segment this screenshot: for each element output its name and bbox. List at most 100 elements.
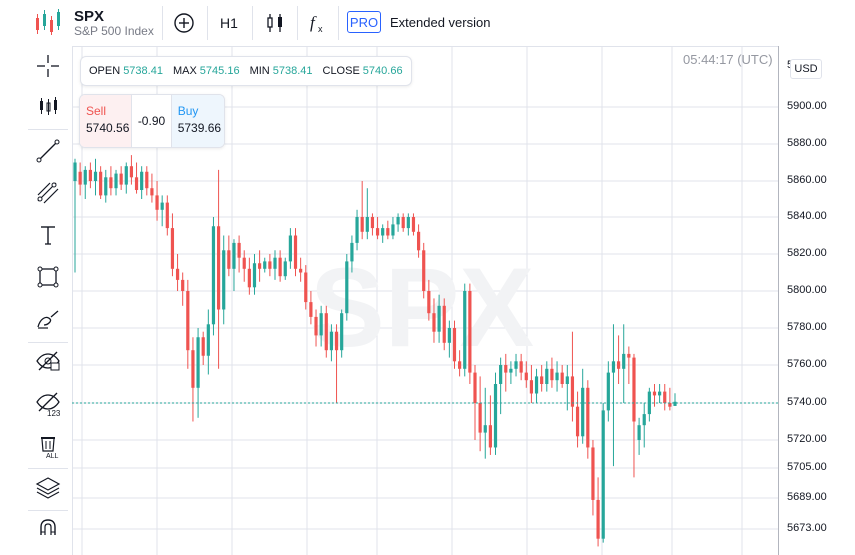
text-tool[interactable] <box>31 218 65 252</box>
candle-body <box>170 228 175 269</box>
candle-body <box>165 202 169 229</box>
currency-button[interactable]: USD <box>790 59 822 79</box>
toolbar-divider <box>338 6 339 40</box>
price-tick: 5820.00 <box>787 247 827 259</box>
candle <box>258 250 262 282</box>
toolbar-divider <box>252 6 253 40</box>
candle <box>345 254 349 321</box>
candle-body <box>452 328 457 362</box>
fib-tool[interactable] <box>31 176 65 210</box>
candle-body <box>555 372 559 381</box>
price-tick: 5673.00 <box>787 522 827 534</box>
candle <box>99 166 103 199</box>
add-symbol-button[interactable] <box>168 6 200 40</box>
candle <box>586 380 590 459</box>
chart-type-button[interactable] <box>259 6 291 40</box>
magnet-tool[interactable] <box>31 512 65 546</box>
candle-body <box>355 217 359 243</box>
chart-area[interactable]: SPX <box>72 46 780 555</box>
candle-body <box>350 242 354 262</box>
candle-body <box>519 361 523 373</box>
candle <box>293 228 298 277</box>
toolbar-divider <box>28 342 68 343</box>
candle-body <box>206 324 210 356</box>
candle-body <box>565 376 569 384</box>
timeframe-button[interactable]: H1 <box>220 15 238 31</box>
candle <box>319 305 323 347</box>
crosshair-tool[interactable] <box>31 49 65 83</box>
candle <box>581 368 585 444</box>
candle-body <box>540 376 544 384</box>
candle <box>191 337 195 422</box>
candle-body <box>104 177 108 196</box>
trend-line-tool[interactable] <box>31 134 65 168</box>
candle <box>575 391 580 448</box>
buy-button[interactable]: Buy 5739.66 <box>171 95 224 147</box>
toolbar-divider <box>28 510 68 511</box>
candle <box>473 365 477 440</box>
candle <box>391 217 395 240</box>
price-tick: 5740.00 <box>787 396 827 408</box>
candle-body <box>658 391 662 396</box>
candle-body <box>119 173 123 185</box>
candle-body <box>140 171 144 190</box>
candle-body <box>375 228 380 236</box>
candle-body <box>109 177 113 189</box>
candle <box>632 353 636 478</box>
candle <box>524 361 528 388</box>
candle <box>124 162 128 194</box>
min-label: MIN <box>249 65 270 77</box>
candle-body <box>370 217 375 229</box>
price-scale[interactable]: 5 5900.005880.005860.005840.005820.00580… <box>778 46 855 555</box>
hide-drawings-icon <box>36 351 60 371</box>
candle <box>504 353 508 392</box>
candle-body <box>278 257 282 277</box>
candle-body <box>340 313 344 351</box>
candle <box>545 361 549 392</box>
brush-icon <box>37 310 59 329</box>
candle <box>601 403 605 543</box>
candle <box>109 166 113 196</box>
candle-body <box>652 391 657 396</box>
candle-body <box>627 353 631 358</box>
drawing-toolbar: 123 ALL <box>0 46 73 555</box>
candle <box>519 353 523 381</box>
layers-tool[interactable] <box>31 470 65 504</box>
brush-tool[interactable] <box>31 302 65 336</box>
delete-all-tool[interactable]: ALL <box>31 428 65 462</box>
candle <box>278 250 282 282</box>
candle <box>340 309 344 358</box>
price-tick: 5720.00 <box>787 433 827 445</box>
hide-indicators-tool[interactable]: 123 <box>31 386 65 420</box>
candles-tool[interactable] <box>31 89 65 123</box>
candle <box>596 477 600 547</box>
candle <box>458 350 462 377</box>
sell-button[interactable]: Sell 5740.56 <box>80 95 132 147</box>
candle <box>196 328 200 418</box>
extended-version-link[interactable]: Extended version <box>390 15 491 30</box>
candle <box>540 365 544 392</box>
candle <box>165 195 169 236</box>
candle <box>663 384 667 411</box>
candlestick-chart[interactable]: SPX <box>72 46 780 555</box>
candle <box>273 250 277 280</box>
candle-body <box>124 166 128 185</box>
candle-body <box>401 217 405 229</box>
svg-text:123: 123 <box>47 409 61 417</box>
candle <box>375 217 380 240</box>
candle <box>324 305 328 358</box>
candle <box>93 158 98 196</box>
hide-drawings-tool[interactable] <box>31 344 65 378</box>
pro-badge-button[interactable]: PRO <box>347 11 381 33</box>
candle <box>329 324 334 362</box>
candle <box>463 283 467 377</box>
rectangle-tool[interactable] <box>31 260 65 294</box>
candle <box>175 254 180 291</box>
candle-body <box>175 268 180 280</box>
symbol-ticker[interactable]: SPX <box>74 8 105 25</box>
candle-body <box>78 171 82 185</box>
candle-body <box>299 268 303 273</box>
candle <box>422 242 426 299</box>
candle-body <box>216 226 221 310</box>
